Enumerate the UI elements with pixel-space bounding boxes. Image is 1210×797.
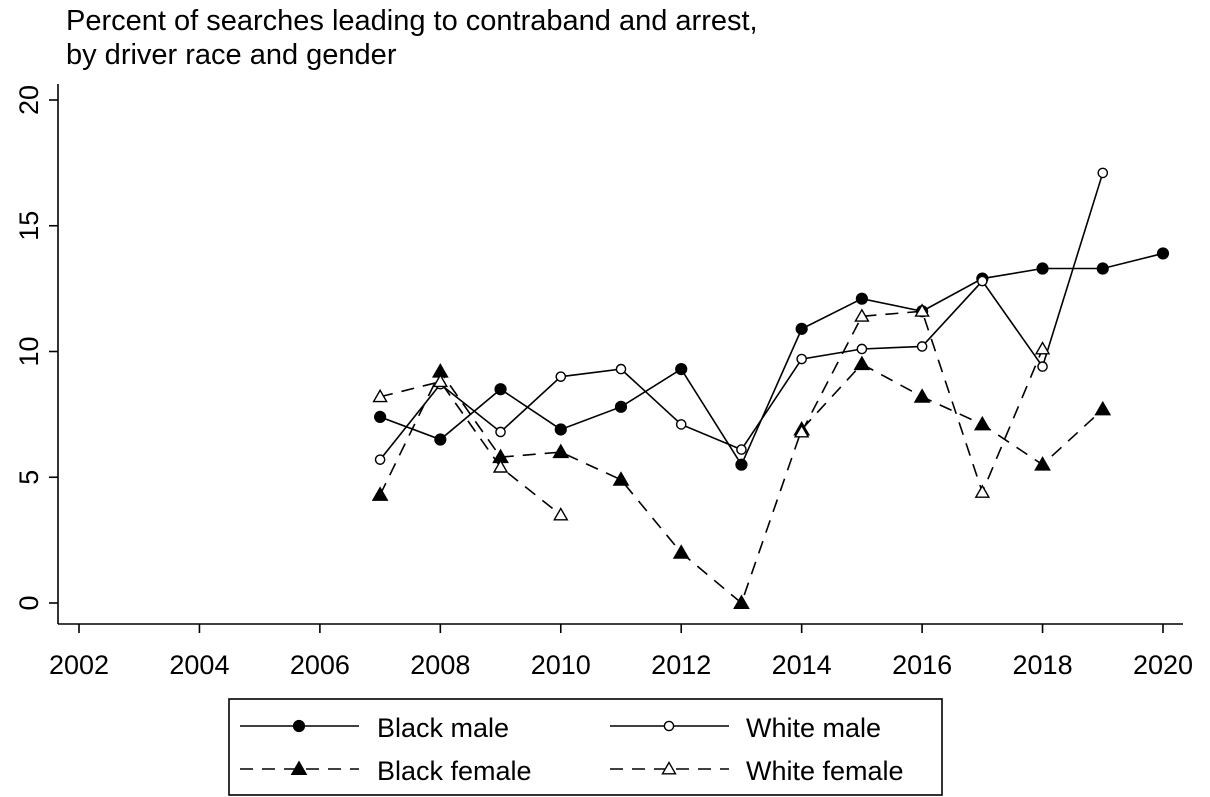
x-tick-label: 2004 xyxy=(169,650,229,680)
chart-title-line-2: by driver race and gender xyxy=(66,39,397,71)
x-tick-label: 2012 xyxy=(651,650,711,680)
legend-label: White female xyxy=(746,756,904,786)
x-tick-label: 2010 xyxy=(531,650,591,680)
data-point xyxy=(675,419,687,430)
data-point xyxy=(1034,341,1051,355)
data-point xyxy=(973,415,991,431)
data-point xyxy=(374,410,387,423)
data-point xyxy=(914,303,930,317)
data-point xyxy=(612,471,630,486)
y-tick-label: 20 xyxy=(14,85,44,115)
legend-label: Black female xyxy=(377,756,532,786)
legend-marker xyxy=(290,760,308,775)
data-point xyxy=(434,433,447,446)
legend-item: White female xyxy=(610,756,904,786)
data-point xyxy=(733,594,750,609)
x-tick-label: 2014 xyxy=(772,650,832,680)
data-point xyxy=(554,423,567,436)
data-point xyxy=(1094,400,1112,416)
data-point xyxy=(1036,262,1049,275)
data-point xyxy=(432,373,449,388)
data-point xyxy=(615,363,627,375)
data-point xyxy=(736,444,747,455)
legend-marker xyxy=(663,720,675,732)
data-point xyxy=(1096,262,1109,275)
legend-item: White male xyxy=(610,713,881,743)
chart-title: Percent of searches leading to contraban… xyxy=(66,4,758,72)
data-point xyxy=(552,443,570,459)
chart-title-line-1: Percent of searches leading to contraban… xyxy=(66,5,758,37)
series-line xyxy=(379,380,562,516)
series-white-male xyxy=(374,167,1109,465)
legend-label: Black male xyxy=(377,713,509,743)
series-black-female xyxy=(371,355,1112,609)
series-black-male xyxy=(374,247,1170,471)
data-point xyxy=(855,292,868,305)
x-tick-label: 2006 xyxy=(290,650,350,680)
data-point xyxy=(854,308,870,322)
data-point xyxy=(495,426,506,438)
data-point xyxy=(1156,247,1170,260)
data-point xyxy=(977,275,988,287)
legend-item: Black male xyxy=(240,713,509,743)
data-point xyxy=(913,388,931,403)
x-tick-label: 2008 xyxy=(410,650,470,680)
data-point xyxy=(371,486,389,501)
legend-box xyxy=(228,698,943,796)
data-point xyxy=(916,341,928,352)
y-tick-label: 0 xyxy=(14,595,44,610)
x-tick-label: 2002 xyxy=(49,650,109,680)
data-point xyxy=(492,459,509,473)
data-point xyxy=(1034,456,1051,471)
legend-marker xyxy=(661,761,677,775)
data-point xyxy=(793,424,810,438)
data-point xyxy=(494,383,507,396)
legend-label: White male xyxy=(746,713,881,743)
data-point xyxy=(795,322,808,335)
data-point xyxy=(553,507,569,521)
data-point xyxy=(1097,167,1109,179)
series-line xyxy=(379,252,1164,467)
x-tick-label: 2018 xyxy=(1013,650,1073,680)
series-line xyxy=(379,172,1104,461)
data-point xyxy=(555,371,567,382)
data-point xyxy=(614,400,628,413)
data-point xyxy=(372,388,388,403)
x-tick-label: 2020 xyxy=(1133,650,1193,680)
y-tick-label: 10 xyxy=(14,336,44,366)
legend-marker xyxy=(292,719,306,733)
legend: Black male White male Black female White fe… xyxy=(228,698,943,796)
data-point xyxy=(974,484,991,498)
data-point xyxy=(735,458,748,471)
data-point xyxy=(796,353,807,365)
y-tick-label: 5 xyxy=(14,470,44,485)
legend-item: Black female xyxy=(240,756,532,786)
data-point xyxy=(856,343,868,355)
data-point xyxy=(853,355,871,371)
data-point xyxy=(672,544,690,559)
x-tick-label: 2016 xyxy=(892,650,952,680)
data-point xyxy=(1037,361,1048,372)
data-point xyxy=(374,454,386,465)
data-point xyxy=(675,363,688,376)
series-white-female xyxy=(372,303,1051,521)
y-tick-label: 15 xyxy=(14,211,44,241)
